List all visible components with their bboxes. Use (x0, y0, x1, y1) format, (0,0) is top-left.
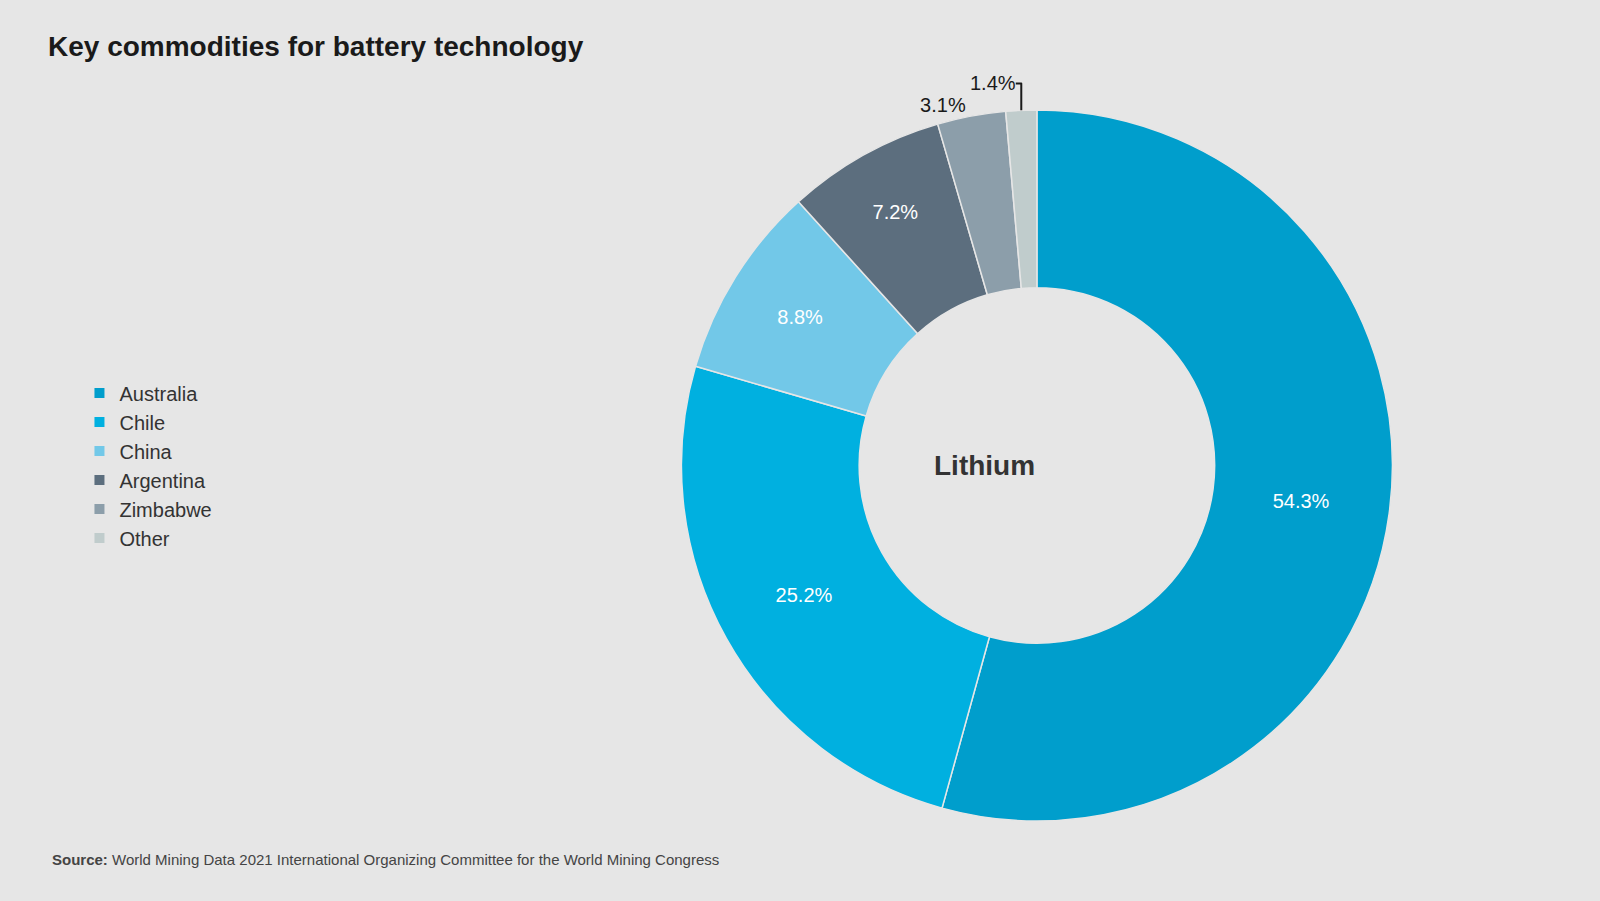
svg-text:1.4%: 1.4% (970, 72, 1016, 94)
svg-text:54.3%: 54.3% (1273, 490, 1330, 512)
svg-text:Other: Other (119, 528, 169, 550)
svg-text:Australia: Australia (119, 383, 198, 405)
svg-text:7.2%: 7.2% (873, 201, 919, 223)
svg-text:25.2%: 25.2% (776, 584, 833, 606)
svg-text:Zimbabwe: Zimbabwe (119, 499, 211, 521)
svg-text:China: China (119, 441, 172, 463)
svg-text:8.8%: 8.8% (777, 306, 823, 328)
svg-text:Lithium: Lithium (934, 450, 1035, 481)
svg-text:Key commodities for battery te: Key commodities for battery technology (48, 31, 584, 62)
svg-text:Argentina: Argentina (119, 470, 205, 492)
svg-text:3.1%: 3.1% (920, 94, 966, 116)
svg-text:Source: World Mining Data 2021: Source: World Mining Data 2021 Internati… (52, 851, 719, 868)
svg-text:Chile: Chile (119, 412, 165, 434)
